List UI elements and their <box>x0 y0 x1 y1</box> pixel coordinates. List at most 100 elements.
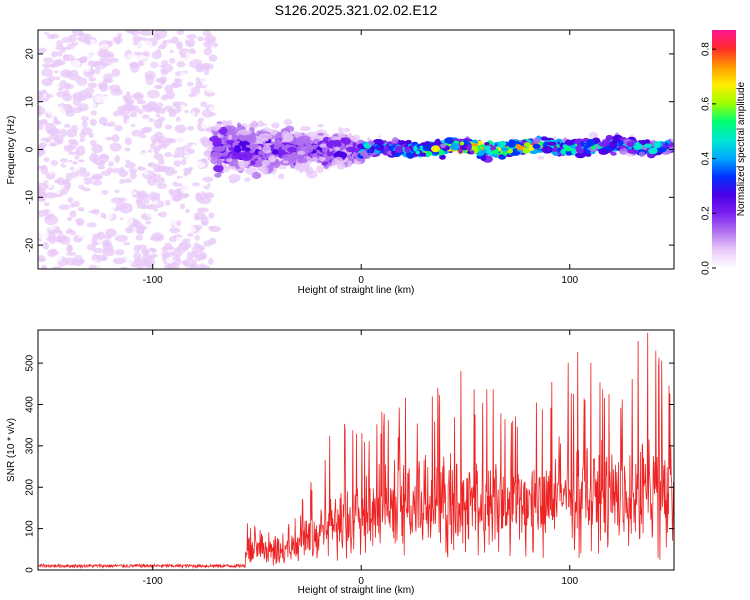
spectrogram-cell <box>111 45 119 52</box>
spectrogram-cell <box>305 166 314 175</box>
spectrogram-cell <box>231 134 239 141</box>
spectrogram-cell <box>69 210 77 218</box>
spectrogram-cell <box>97 49 108 58</box>
spectrogram-cell <box>38 191 47 198</box>
spectrogram-cell <box>137 228 145 235</box>
spectrogram-cell <box>102 206 107 211</box>
y-tick-label: 200 <box>25 478 36 495</box>
spectrogram-cell <box>202 62 210 70</box>
spectrogram-cell <box>70 203 75 208</box>
spectrogram-cell <box>261 159 270 167</box>
spectrogram-cell <box>42 93 47 99</box>
spectrogram-cell <box>206 38 215 43</box>
spectrogram-cell <box>580 141 585 146</box>
spectrogram-cell <box>514 144 522 150</box>
spectrogram-cell <box>168 110 177 118</box>
spectrogram-cell <box>42 242 50 250</box>
spectrogram-cell <box>86 53 93 60</box>
spectrogram-cell <box>187 81 194 87</box>
spectrogram-cell <box>300 126 311 132</box>
spectrogram-cell <box>65 172 73 182</box>
spectrogram-cell <box>366 149 372 154</box>
spectrogram-cell <box>186 33 197 40</box>
spectrogram-cell <box>233 145 241 153</box>
spectrogram-cell <box>458 149 463 154</box>
spectrogram-cell <box>45 93 54 98</box>
spectrogram-cell <box>99 117 108 125</box>
spectrogram-cell <box>206 131 213 139</box>
spectrogram-cell <box>142 50 150 57</box>
spectrogram-cell <box>38 228 49 240</box>
spectrogram-cell <box>132 259 142 265</box>
spectrogram-cell <box>499 140 507 147</box>
spectrogram-cell <box>618 145 627 149</box>
spectrogram-cell <box>74 149 81 157</box>
spectrogram-cell <box>84 33 92 39</box>
spectrogram-cell <box>58 204 70 211</box>
spectrogram-cell <box>50 142 58 147</box>
spectrogram-cell <box>132 45 139 51</box>
spectrogram-cell <box>140 127 149 134</box>
spectrogram-cell <box>60 80 67 85</box>
spectrogram-cell <box>69 166 75 171</box>
spectrogram-cell <box>120 266 129 269</box>
spectrogram-cell <box>82 187 91 192</box>
spectrogram-cell <box>276 137 280 143</box>
spectrogram-cell <box>122 216 134 226</box>
spectrogram-cell <box>132 191 137 195</box>
spectrogram-cell <box>39 142 48 148</box>
spectrogram-cell <box>656 147 666 153</box>
spectrogram-cell <box>179 203 186 210</box>
spectrogram-cell <box>139 30 153 36</box>
spectrogram-cell <box>41 266 48 269</box>
spectrogram-cell <box>38 106 46 116</box>
spectrogram-cell <box>88 102 97 108</box>
spectrogram-cell <box>114 249 125 256</box>
spectrogram-cell <box>135 234 143 241</box>
spectrogram-cell <box>99 84 108 92</box>
spectrogram-cell <box>153 188 163 193</box>
spectrogram-cell <box>502 151 508 156</box>
colorbar-tick-label: 0.6 <box>701 96 712 110</box>
spectrogram-cell <box>155 49 162 55</box>
spectrogram-cell <box>150 61 159 68</box>
spectrogram-cell <box>91 144 103 154</box>
spectrogram-cell <box>72 107 83 113</box>
spectrogram-cell <box>156 102 164 108</box>
spectrogram-cell <box>148 117 155 123</box>
spectrogram-cell <box>158 158 165 166</box>
spectrogram-cell <box>57 116 64 122</box>
colorbar-tick-label: 0.0 <box>701 261 712 275</box>
spectrogram-cell <box>208 106 218 112</box>
spectrogram-cell <box>166 39 174 44</box>
spectrogram-cell <box>63 123 71 128</box>
spectrogram-cell <box>228 174 241 182</box>
spectrogram-cell <box>111 167 121 174</box>
spectrogram-cell <box>114 189 120 194</box>
spectrogram-cell <box>523 142 531 147</box>
spectrogram-cell <box>500 147 509 152</box>
spectrogram-cell <box>200 252 208 260</box>
spectrogram-cell <box>66 251 77 256</box>
spectrogram-cell <box>72 92 84 101</box>
spectrogram-cell <box>239 136 248 142</box>
spectrogram-cell <box>129 111 138 118</box>
spectrogram-cell <box>146 89 160 99</box>
spectrogram-cell <box>86 222 97 228</box>
spectrogram-cell <box>81 120 88 128</box>
spectrogram-cell <box>46 148 57 155</box>
spectrogram-cell <box>112 36 123 44</box>
spectrogram-cell <box>185 208 190 214</box>
spectrogram-cell <box>203 41 213 48</box>
spectrogram-cell <box>187 218 193 223</box>
spectrogram-cell <box>317 132 324 136</box>
spectrogram-cell <box>40 137 49 142</box>
spectrogram-cell <box>132 35 142 42</box>
spectrogram-cell <box>394 145 403 153</box>
spectrogram-cell <box>406 152 414 159</box>
spectrogram-cell <box>227 134 233 140</box>
spectrogram-cell <box>131 129 142 137</box>
spectrogram-cell <box>337 131 346 139</box>
spectrogram-cell <box>157 216 165 222</box>
